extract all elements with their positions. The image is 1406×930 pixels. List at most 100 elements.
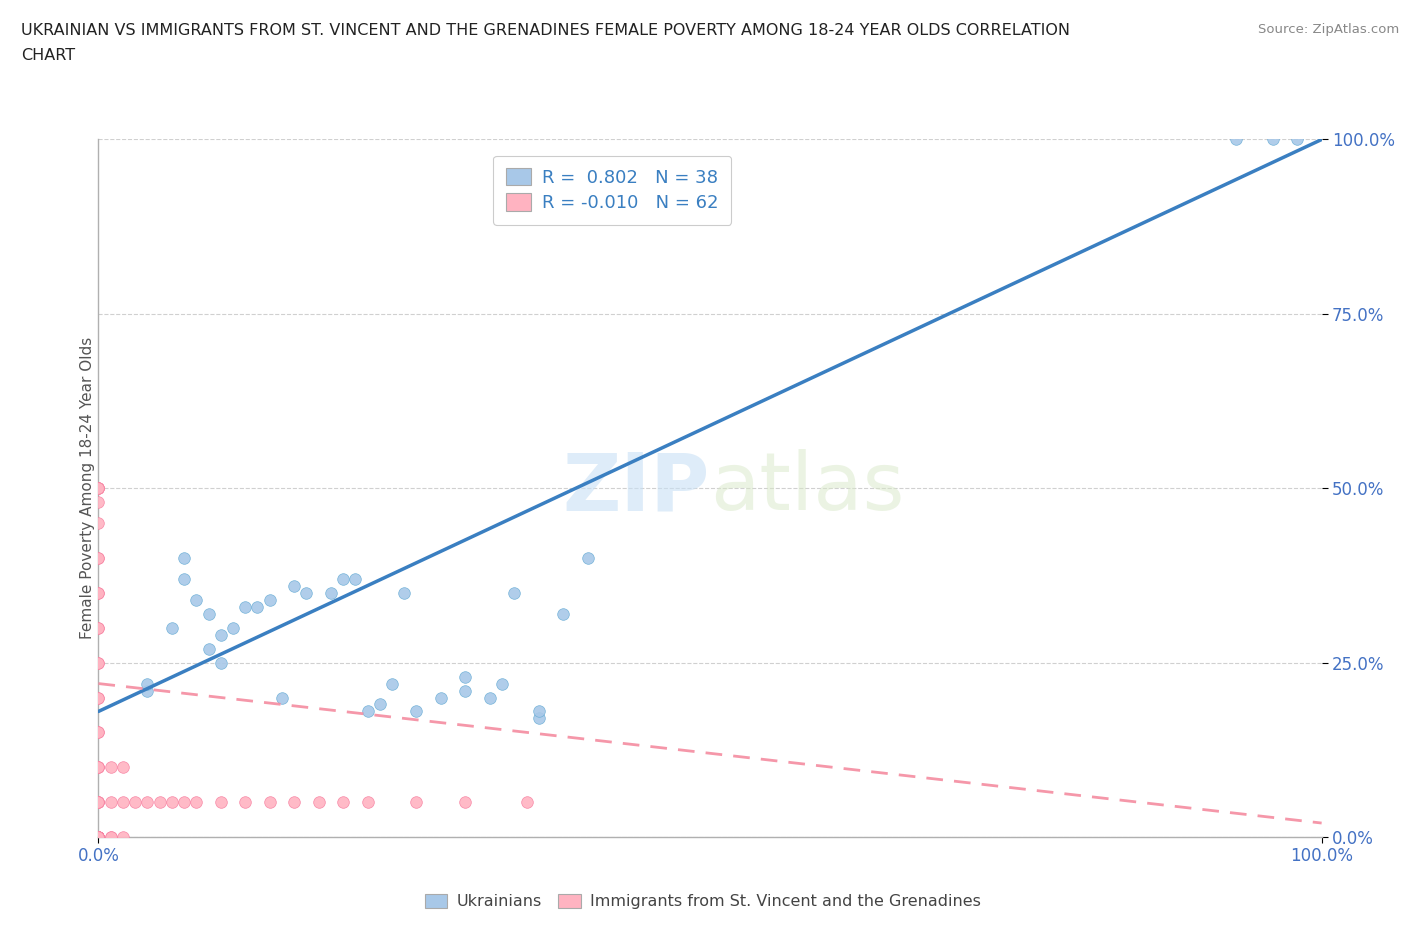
Point	[87, 655, 110, 670]
Point	[209, 655, 232, 670]
Point	[283, 578, 305, 593]
Point	[111, 830, 134, 844]
Point	[454, 683, 477, 698]
Point	[100, 830, 122, 844]
Point	[368, 698, 391, 712]
Point	[209, 794, 232, 809]
Point	[381, 676, 404, 691]
Point	[87, 794, 110, 809]
Point	[87, 830, 110, 844]
Point	[160, 620, 183, 635]
Point	[515, 794, 537, 809]
Point	[259, 794, 281, 809]
Point	[87, 586, 110, 601]
Point	[87, 495, 110, 510]
Point	[87, 830, 110, 844]
Text: Source: ZipAtlas.com: Source: ZipAtlas.com	[1258, 23, 1399, 36]
Point	[454, 670, 477, 684]
Point	[270, 690, 294, 705]
Point	[87, 760, 110, 775]
Point	[87, 620, 110, 635]
Point	[87, 830, 110, 844]
Y-axis label: Female Poverty Among 18-24 Year Olds: Female Poverty Among 18-24 Year Olds	[80, 338, 94, 640]
Point	[87, 690, 110, 705]
Point	[136, 676, 159, 691]
Point	[87, 725, 110, 740]
Point	[87, 515, 110, 530]
Point	[87, 551, 110, 565]
Point	[553, 606, 575, 621]
Point	[136, 683, 159, 698]
Point	[100, 794, 122, 809]
Point	[87, 830, 110, 844]
Point	[87, 760, 110, 775]
Point	[111, 794, 134, 809]
Point	[87, 794, 110, 809]
Point	[222, 620, 245, 635]
Point	[332, 571, 354, 587]
Point	[87, 481, 110, 496]
Point	[283, 794, 305, 809]
Point	[233, 794, 256, 809]
Point	[356, 704, 378, 719]
Point	[319, 586, 342, 601]
Point	[173, 571, 195, 587]
Point	[87, 481, 110, 496]
Point	[332, 794, 354, 809]
Point	[478, 690, 501, 705]
Point	[356, 794, 378, 809]
Point	[87, 830, 110, 844]
Point	[87, 830, 110, 844]
Point	[527, 704, 550, 719]
Text: atlas: atlas	[710, 449, 904, 527]
Point	[87, 690, 110, 705]
Point	[246, 600, 269, 615]
Point	[87, 830, 110, 844]
Point	[87, 830, 110, 844]
Point	[405, 794, 427, 809]
Point	[87, 620, 110, 635]
Point	[87, 830, 110, 844]
Point	[111, 760, 134, 775]
Point	[1286, 132, 1309, 147]
Point	[124, 794, 146, 809]
Point	[87, 481, 110, 496]
Point	[308, 794, 330, 809]
Point	[344, 571, 367, 587]
Text: UKRAINIAN VS IMMIGRANTS FROM ST. VINCENT AND THE GRENADINES FEMALE POVERTY AMONG: UKRAINIAN VS IMMIGRANTS FROM ST. VINCENT…	[21, 23, 1070, 38]
Legend: Ukrainians, Immigrants from St. Vincent and the Grenadines: Ukrainians, Immigrants from St. Vincent …	[418, 885, 988, 917]
Point	[136, 794, 159, 809]
Point	[173, 794, 195, 809]
Point	[87, 551, 110, 565]
Point	[87, 830, 110, 844]
Point	[100, 760, 122, 775]
Point	[1225, 132, 1247, 147]
Point	[87, 830, 110, 844]
Point	[209, 628, 232, 643]
Point	[405, 704, 427, 719]
Point	[295, 586, 318, 601]
Point	[392, 586, 416, 601]
Point	[454, 794, 477, 809]
Legend: R =  0.802   N = 38, R = -0.010   N = 62: R = 0.802 N = 38, R = -0.010 N = 62	[494, 155, 731, 225]
Point	[173, 551, 195, 565]
Point	[186, 592, 208, 607]
Point	[186, 794, 208, 809]
Point	[87, 481, 110, 496]
Point	[87, 830, 110, 844]
Point	[1261, 132, 1284, 147]
Point	[149, 794, 172, 809]
Text: ZIP: ZIP	[562, 449, 710, 527]
Point	[87, 586, 110, 601]
Point	[87, 655, 110, 670]
Point	[491, 676, 513, 691]
Point	[197, 642, 219, 657]
Point	[233, 600, 256, 615]
Point	[87, 830, 110, 844]
Point	[527, 711, 550, 725]
Point	[87, 794, 110, 809]
Point	[430, 690, 453, 705]
Point	[576, 551, 599, 565]
Point	[87, 725, 110, 740]
Point	[259, 592, 281, 607]
